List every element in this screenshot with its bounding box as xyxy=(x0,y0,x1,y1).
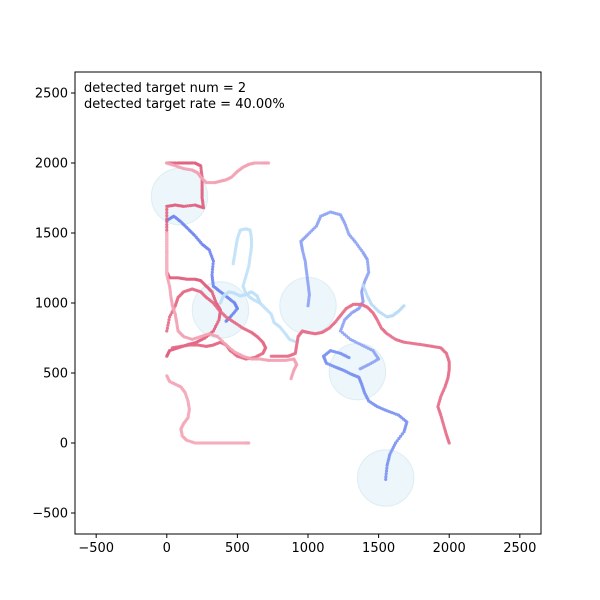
x-tick-label: 2500 xyxy=(503,541,536,556)
series-blue-track-2 xyxy=(321,349,409,481)
track-point xyxy=(358,367,362,371)
x-tick-label: 500 xyxy=(225,541,250,556)
track-point xyxy=(199,166,203,170)
track-point xyxy=(366,263,370,267)
series-lightblue-track-3 xyxy=(218,290,262,305)
track-point xyxy=(168,291,173,295)
track-point xyxy=(210,275,214,279)
series-pink-track xyxy=(165,161,271,185)
track-point xyxy=(165,223,169,227)
track-point xyxy=(400,432,404,436)
track-point xyxy=(200,184,204,188)
series-blue-track-3 xyxy=(299,210,381,371)
track-point xyxy=(210,267,215,271)
series-red-track xyxy=(165,161,222,358)
track-point xyxy=(200,182,204,186)
x-tick-label: 1500 xyxy=(362,541,395,556)
track-point xyxy=(402,304,406,308)
trajectory-tracks xyxy=(165,161,451,481)
series-lightblue-track-2 xyxy=(231,227,299,344)
series-pink-track-4 xyxy=(165,231,169,277)
track-point xyxy=(166,321,171,325)
y-tick-label: 2000 xyxy=(35,157,68,172)
y-tick-label: 0 xyxy=(60,437,68,452)
y-tick-label: −500 xyxy=(32,507,68,522)
track-point xyxy=(385,466,389,470)
x-tick-label: 1000 xyxy=(291,541,324,556)
track-point xyxy=(365,258,369,262)
track-point xyxy=(165,214,169,218)
annotation-detected-num: detected target num = 2 xyxy=(84,81,246,96)
x-tick-label: −500 xyxy=(78,541,114,556)
track-point xyxy=(394,441,398,445)
track-point xyxy=(397,436,401,441)
track-point xyxy=(165,354,169,358)
track-point xyxy=(366,268,370,272)
x-tick-label: 0 xyxy=(163,541,171,556)
track-point xyxy=(165,225,169,229)
track-point xyxy=(347,356,351,360)
track-point xyxy=(210,270,214,274)
x-axis-ticks: −500 0 500 1000 1500 2000 2500 xyxy=(78,534,536,556)
track-point xyxy=(167,318,171,322)
track-point xyxy=(170,346,174,350)
y-tick-label: 2500 xyxy=(35,87,68,102)
track-point xyxy=(165,217,169,221)
y-axis-ticks: −500 0 500 1000 1500 2000 2500 xyxy=(32,87,75,522)
track-point xyxy=(384,469,389,473)
series-red-track-3 xyxy=(269,302,451,445)
y-tick-label: 500 xyxy=(43,367,68,382)
y-tick-label: 1500 xyxy=(35,227,68,242)
track-point xyxy=(165,204,169,208)
track-point xyxy=(165,228,169,232)
track-point xyxy=(165,273,169,277)
track-point xyxy=(366,260,370,264)
x-tick-label: 2000 xyxy=(433,541,466,556)
track-point xyxy=(165,211,169,215)
series-pink-track-2 xyxy=(165,374,251,445)
track-point xyxy=(211,259,215,263)
y-tick-label: 1000 xyxy=(35,297,68,312)
track-point xyxy=(269,354,273,358)
track-point xyxy=(266,161,271,165)
track-point xyxy=(384,475,388,479)
track-point xyxy=(247,441,251,445)
track-point xyxy=(166,323,170,327)
track-point xyxy=(165,207,169,212)
track-point xyxy=(258,301,262,305)
track-point xyxy=(304,263,308,268)
track-point xyxy=(211,262,215,266)
track-point xyxy=(165,329,169,333)
annotation-detected-rate: detected target rate = 40.00% xyxy=(84,97,285,112)
track-point xyxy=(165,220,169,224)
track-point xyxy=(165,326,169,330)
track-point xyxy=(224,319,228,323)
track-point xyxy=(289,377,293,381)
track-point xyxy=(174,161,178,165)
track-point xyxy=(211,265,215,269)
series-lightblue-track xyxy=(361,283,406,319)
track-point xyxy=(395,439,399,443)
track-point xyxy=(384,472,388,476)
track-point xyxy=(399,434,403,438)
track-point xyxy=(366,265,370,269)
track-point xyxy=(384,477,388,481)
